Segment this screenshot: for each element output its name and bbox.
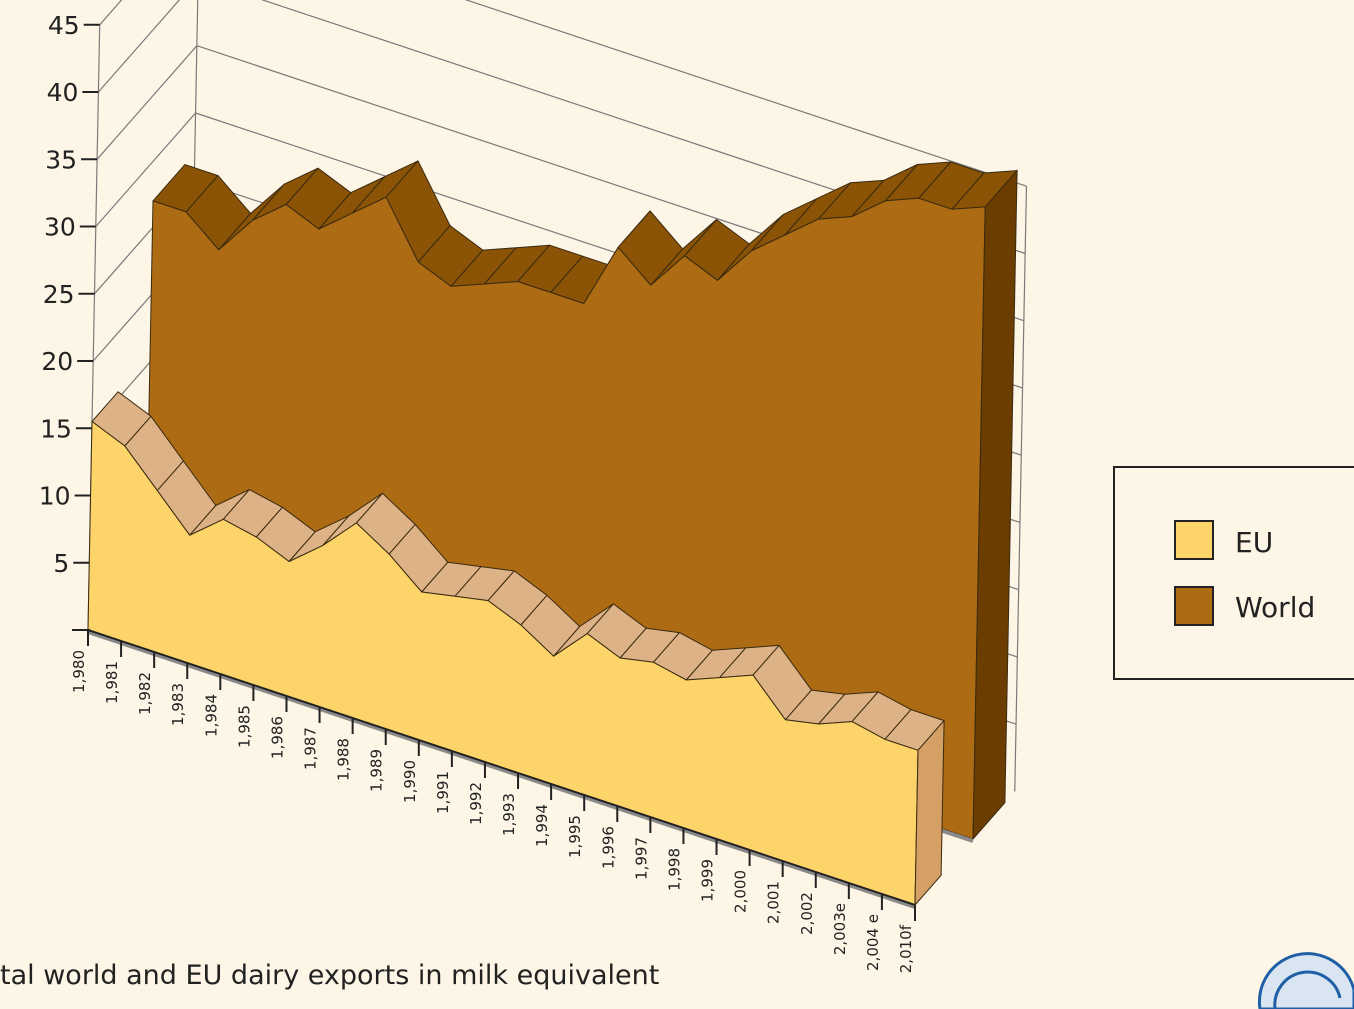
- legend-label-eu: EU: [1235, 526, 1273, 559]
- world-side-face: [972, 169, 1018, 841]
- x-tick-label: 2,002: [798, 892, 816, 935]
- eu-series: [87, 391, 945, 909]
- y-tick-label: 10: [39, 482, 71, 511]
- y-tick-label: 30: [44, 213, 76, 242]
- legend-label-world: World: [1235, 591, 1315, 624]
- x-tick-label: 2,004 e: [864, 914, 882, 971]
- y-tick-label: 40: [47, 78, 79, 107]
- x-tick-label: 1,994: [533, 804, 551, 847]
- legend-box: [1113, 466, 1354, 680]
- legend-swatch-eu: [1174, 520, 1214, 560]
- x-tick-label: 1,991: [434, 771, 452, 814]
- x-tick-label: 1,993: [500, 793, 518, 836]
- x-tick-label: 1,986: [268, 716, 286, 759]
- y-tick-labels: 5 10 15 20 25 30 35 40 45: [39, 11, 100, 578]
- wall-edge: [1014, 186, 1028, 792]
- x-tick-label: 1,985: [235, 705, 253, 748]
- x-tick-label: 1,999: [699, 859, 717, 902]
- x-tick-label: 2,003e: [831, 903, 849, 955]
- x-tick-label: 1,992: [467, 782, 485, 825]
- eu-floor-edge: [87, 630, 916, 909]
- x-tick-label: 2,010f: [897, 924, 915, 973]
- x-tick-label: 1,984: [202, 694, 220, 737]
- y-tick-label: 25: [43, 280, 75, 309]
- x-tick-label: 1,988: [335, 738, 353, 781]
- legend-swatch-world: [1174, 586, 1214, 626]
- y-tick-label: 20: [41, 347, 73, 376]
- legend: EU World: [1113, 466, 1354, 680]
- x-tick-label: 1,982: [136, 672, 154, 715]
- x-tick-label: 1,990: [401, 760, 419, 803]
- x-tick-label: 1,997: [632, 837, 650, 880]
- x-tick-label: 2,001: [765, 881, 783, 924]
- x-tick-label: 1,980: [70, 650, 88, 693]
- x-tick-label: 1,987: [302, 727, 320, 770]
- y-tick-label: 15: [40, 414, 72, 443]
- x-tick-label: 1,996: [599, 826, 617, 869]
- x-tick-label: 1,995: [566, 815, 584, 858]
- y-tick-label: 45: [48, 11, 80, 40]
- x-tick-label: 1,981: [103, 661, 121, 704]
- logo-icon: [1257, 952, 1354, 1009]
- chart-caption: tal world and EU dairy exports in milk e…: [0, 960, 659, 991]
- x-tick-label: 1,983: [169, 683, 187, 726]
- y-tick-label: 5: [53, 549, 69, 578]
- grid-line: [99, 0, 1027, 187]
- x-tick-labels: 1,980 1,981 1,982 1,983 1,984 1,985 1,986 1,987…: [70, 630, 916, 973]
- x-tick-label: 1,998: [665, 848, 683, 891]
- x-axis-line: [87, 629, 916, 906]
- eu-front-face: [87, 420, 919, 906]
- eu-side-face: [914, 719, 945, 907]
- y-tick-label: 35: [45, 145, 77, 174]
- x-tick-label: 1,989: [368, 749, 386, 792]
- grid-line: [97, 0, 1026, 255]
- x-tick-label: 2,000: [732, 870, 750, 913]
